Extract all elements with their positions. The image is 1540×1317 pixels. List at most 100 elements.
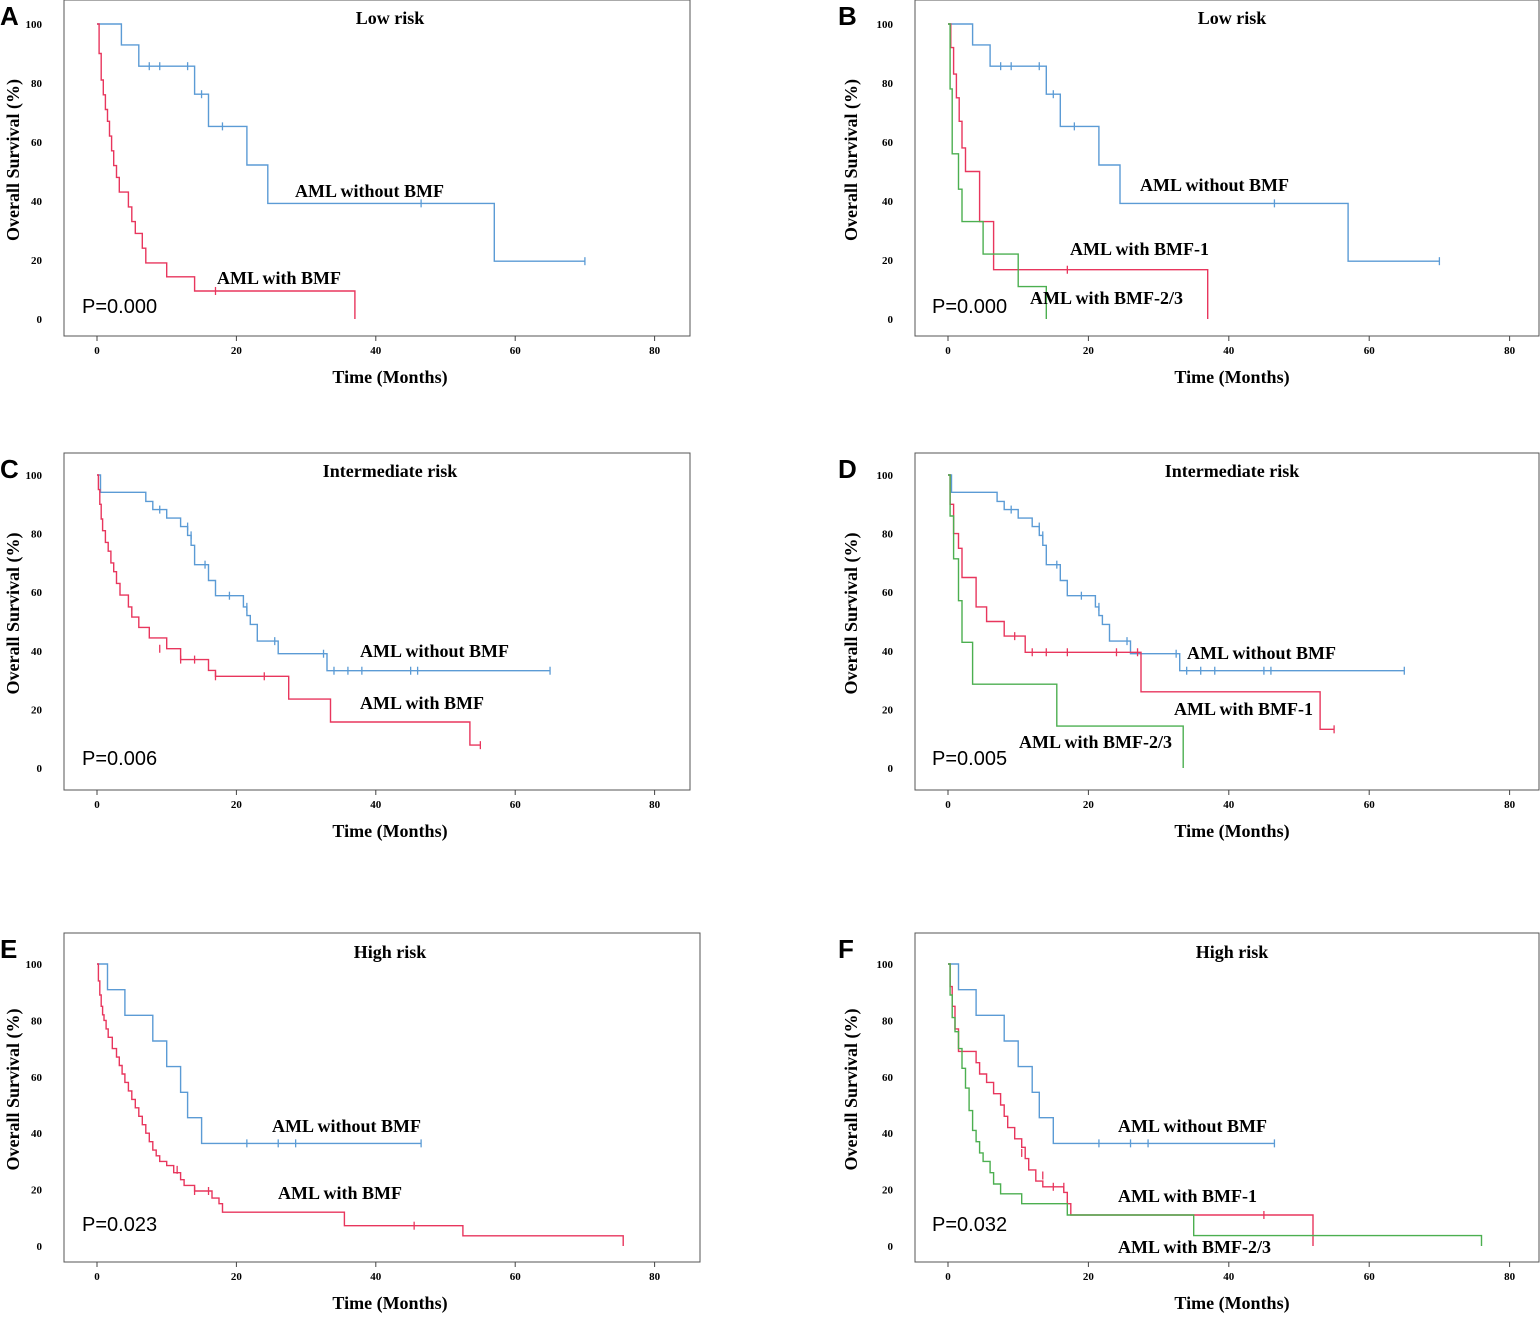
x-tick-label: 0 — [945, 345, 951, 357]
survival-curve-line — [948, 474, 1184, 768]
plot-frame — [63, 452, 691, 791]
plot-frame — [914, 932, 1540, 1263]
x-tick-label: 60 — [1364, 1271, 1376, 1283]
panel-letter: F — [838, 934, 854, 964]
x-tick-label: 20 — [231, 345, 243, 357]
y-axis-label: Overall Survival (%) — [841, 79, 862, 241]
x-tick-label: 80 — [649, 799, 661, 811]
panel-b: B Low risk 0 20 40 60 80 100 0 20 40 60 80 Time (Mont… — [838, 0, 1540, 388]
y-tick-label: 0 — [37, 1241, 43, 1253]
survival-curve-line — [97, 963, 624, 1246]
x-tick-label: 0 — [94, 799, 100, 811]
y-axis-label: Overall Survival (%) — [3, 79, 24, 241]
x-tick-label: 40 — [370, 799, 382, 811]
curve-label: AML without BMF — [295, 181, 444, 201]
panel-e: E High risk 0 20 40 60 80 100 0 20 40 60 80 Time (Mon… — [0, 932, 701, 1314]
y-axis-label: Overall Survival (%) — [841, 533, 862, 695]
y-tick-label: 100 — [877, 470, 894, 482]
x-tick-label: 80 — [1504, 1271, 1516, 1283]
x-tick-label: 60 — [1364, 345, 1376, 357]
x-tick-label: 60 — [510, 1271, 522, 1283]
y-tick-label: 80 — [31, 529, 43, 541]
panel-letter: C — [0, 454, 19, 484]
y-tick-label: 100 — [877, 19, 894, 31]
curve-label: AML without BMF — [1140, 175, 1289, 195]
curve-label: AML with BMF-2/3 — [1118, 1237, 1271, 1257]
survival-curve-line — [948, 474, 1335, 730]
y-tick-label: 100 — [26, 19, 43, 31]
survival-curve-line — [948, 23, 1209, 319]
curve-label: AML without BMF — [1187, 643, 1336, 663]
y-tick-label: 20 — [882, 1185, 894, 1197]
x-axis-label: Time (Months) — [332, 1293, 447, 1314]
survival-curve-1 — [97, 963, 624, 1246]
x-tick-label: 40 — [370, 1271, 382, 1283]
y-tick-label: 40 — [882, 646, 894, 658]
chart-title: Intermediate risk — [1165, 461, 1299, 481]
y-tick-label: 20 — [31, 704, 43, 716]
curve-label: AML with BMF — [217, 268, 341, 288]
curve-label: AML with BMF-1 — [1118, 1186, 1257, 1206]
x-tick-label: 20 — [231, 1271, 243, 1283]
p-value: P=0.000 — [932, 296, 1007, 318]
x-tick-label: 0 — [94, 345, 100, 357]
survival-curve-1 — [948, 23, 1209, 319]
y-tick-label: 80 — [882, 529, 894, 541]
survival-curve-0 — [948, 23, 1441, 266]
y-tick-label: 60 — [882, 137, 894, 149]
panel-letter: B — [838, 1, 857, 31]
plot-frame — [63, 0, 691, 337]
y-tick-label: 0 — [37, 763, 43, 775]
survival-curve-line — [97, 474, 550, 672]
x-axis-label: Time (Months) — [332, 367, 447, 388]
curve-label: AML with BMF — [360, 693, 484, 713]
curve-label: AML with BMF-2/3 — [1030, 288, 1183, 308]
panel-letter: D — [838, 454, 857, 484]
curve-label: AML with BMF-2/3 — [1019, 732, 1172, 752]
y-tick-label: 40 — [882, 196, 894, 208]
survival-curve-line — [97, 23, 356, 319]
y-tick-label: 40 — [882, 1128, 894, 1140]
y-tick-label: 0 — [37, 314, 43, 326]
survival-curve-2 — [948, 23, 1047, 319]
survival-curve-line — [948, 963, 1275, 1145]
chart-title: Intermediate risk — [323, 461, 457, 481]
survival-curve-1 — [97, 23, 356, 319]
x-tick-label: 40 — [1223, 345, 1235, 357]
panel-d: D Intermediate risk 0 20 40 60 80 100 0 20 40 60 80 T… — [838, 452, 1540, 842]
y-tick-label: 60 — [882, 1072, 894, 1084]
y-tick-label: 100 — [877, 959, 894, 971]
curve-label: AML with BMF-1 — [1174, 699, 1313, 719]
x-tick-label: 20 — [1083, 799, 1095, 811]
x-tick-label: 80 — [649, 345, 661, 357]
y-axis-label: Overall Survival (%) — [3, 533, 24, 695]
survival-curve-1 — [97, 474, 482, 750]
curve-label: AML without BMF — [1118, 1116, 1267, 1136]
y-tick-label: 80 — [31, 1015, 43, 1027]
x-axis-label: Time (Months) — [1174, 367, 1289, 388]
p-value: P=0.006 — [82, 748, 157, 770]
curve-label: AML with BMF-1 — [1070, 239, 1209, 259]
y-tick-label: 100 — [26, 959, 43, 971]
panel-letter: A — [0, 1, 19, 31]
x-tick-label: 80 — [649, 1271, 661, 1283]
x-tick-label: 40 — [1223, 799, 1235, 811]
x-tick-label: 40 — [1223, 1271, 1235, 1283]
chart-title: High risk — [1196, 942, 1269, 962]
y-tick-label: 80 — [31, 78, 43, 90]
survival-curve-line — [948, 23, 1440, 262]
panel-c: C Intermediate risk 0 20 40 60 80 100 0 20 40 60 80 T… — [0, 452, 691, 842]
y-tick-label: 80 — [882, 78, 894, 90]
p-value: P=0.000 — [82, 296, 157, 318]
y-tick-label: 60 — [31, 587, 43, 599]
x-tick-label: 20 — [1083, 345, 1095, 357]
y-tick-label: 20 — [31, 1185, 43, 1197]
survival-curve-1 — [948, 963, 1314, 1246]
chart-title: Low risk — [356, 8, 425, 28]
y-tick-label: 60 — [31, 137, 43, 149]
panel-letter: E — [0, 934, 17, 964]
survival-curve-line — [948, 474, 1405, 672]
y-tick-label: 20 — [882, 255, 894, 267]
y-tick-label: 40 — [31, 1128, 43, 1140]
